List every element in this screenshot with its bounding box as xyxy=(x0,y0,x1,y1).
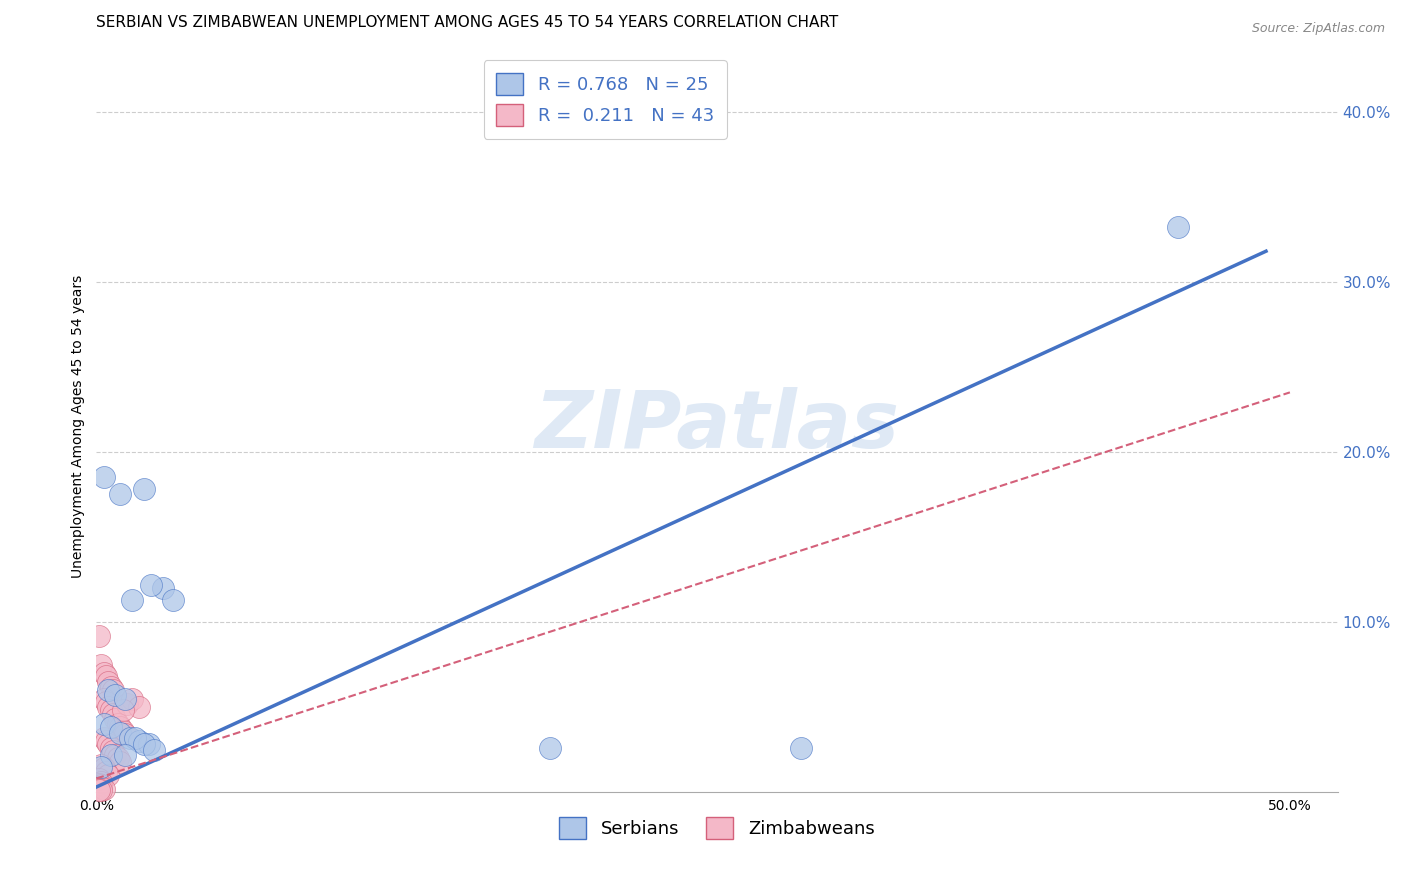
Point xyxy=(100,703,122,717)
Point xyxy=(90,758,112,772)
Point xyxy=(117,697,139,711)
Point xyxy=(538,740,561,755)
Point xyxy=(114,727,136,741)
Point xyxy=(110,721,132,735)
Point xyxy=(100,721,122,735)
Point xyxy=(90,780,112,794)
Point xyxy=(100,740,122,755)
Point xyxy=(101,706,124,721)
Point xyxy=(101,683,124,698)
Point xyxy=(107,751,129,765)
Point xyxy=(93,761,115,775)
Point xyxy=(90,657,112,672)
Text: Source: ZipAtlas.com: Source: ZipAtlas.com xyxy=(1251,22,1385,36)
Point xyxy=(110,725,132,739)
Point xyxy=(97,700,120,714)
Point xyxy=(93,731,115,745)
Point xyxy=(107,717,129,731)
Point xyxy=(104,747,127,762)
Point xyxy=(94,669,117,683)
Point xyxy=(87,783,110,797)
Point xyxy=(90,775,112,789)
Point xyxy=(118,731,141,745)
Point xyxy=(93,781,115,796)
Point xyxy=(141,577,163,591)
Point xyxy=(97,738,120,752)
Legend: Serbians, Zimbabweans: Serbians, Zimbabweans xyxy=(553,810,882,846)
Point xyxy=(121,691,143,706)
Point xyxy=(87,772,110,786)
Point xyxy=(90,778,112,792)
Point xyxy=(104,688,127,702)
Point xyxy=(132,738,155,752)
Point xyxy=(138,738,160,752)
Point xyxy=(1167,220,1189,235)
Point xyxy=(93,691,115,706)
Point xyxy=(97,768,120,782)
Point xyxy=(128,700,150,714)
Point xyxy=(789,740,811,755)
Point xyxy=(132,483,155,497)
Point xyxy=(152,581,174,595)
Point xyxy=(124,731,146,745)
Point xyxy=(128,734,150,748)
Point xyxy=(93,470,115,484)
Point xyxy=(97,674,120,689)
Point xyxy=(94,734,117,748)
Point xyxy=(104,712,127,726)
Text: ZIPatlas: ZIPatlas xyxy=(534,387,900,466)
Point xyxy=(111,723,134,738)
Point xyxy=(97,683,120,698)
Point xyxy=(87,780,110,794)
Point xyxy=(93,717,115,731)
Point xyxy=(142,742,165,756)
Point xyxy=(162,593,184,607)
Point xyxy=(87,781,110,796)
Point xyxy=(114,691,136,706)
Point xyxy=(90,783,112,797)
Point xyxy=(100,680,122,694)
Point xyxy=(90,759,112,773)
Point xyxy=(121,593,143,607)
Point xyxy=(110,487,132,501)
Point xyxy=(93,666,115,681)
Point xyxy=(87,629,110,643)
Text: SERBIAN VS ZIMBABWEAN UNEMPLOYMENT AMONG AGES 45 TO 54 YEARS CORRELATION CHART: SERBIAN VS ZIMBABWEAN UNEMPLOYMENT AMONG… xyxy=(97,15,838,30)
Point xyxy=(94,764,117,779)
Y-axis label: Unemployment Among Ages 45 to 54 years: Unemployment Among Ages 45 to 54 years xyxy=(72,275,86,578)
Point xyxy=(111,703,134,717)
Point xyxy=(100,747,122,762)
Point xyxy=(110,755,132,769)
Point xyxy=(94,695,117,709)
Point xyxy=(114,747,136,762)
Point xyxy=(87,776,110,790)
Point xyxy=(101,744,124,758)
